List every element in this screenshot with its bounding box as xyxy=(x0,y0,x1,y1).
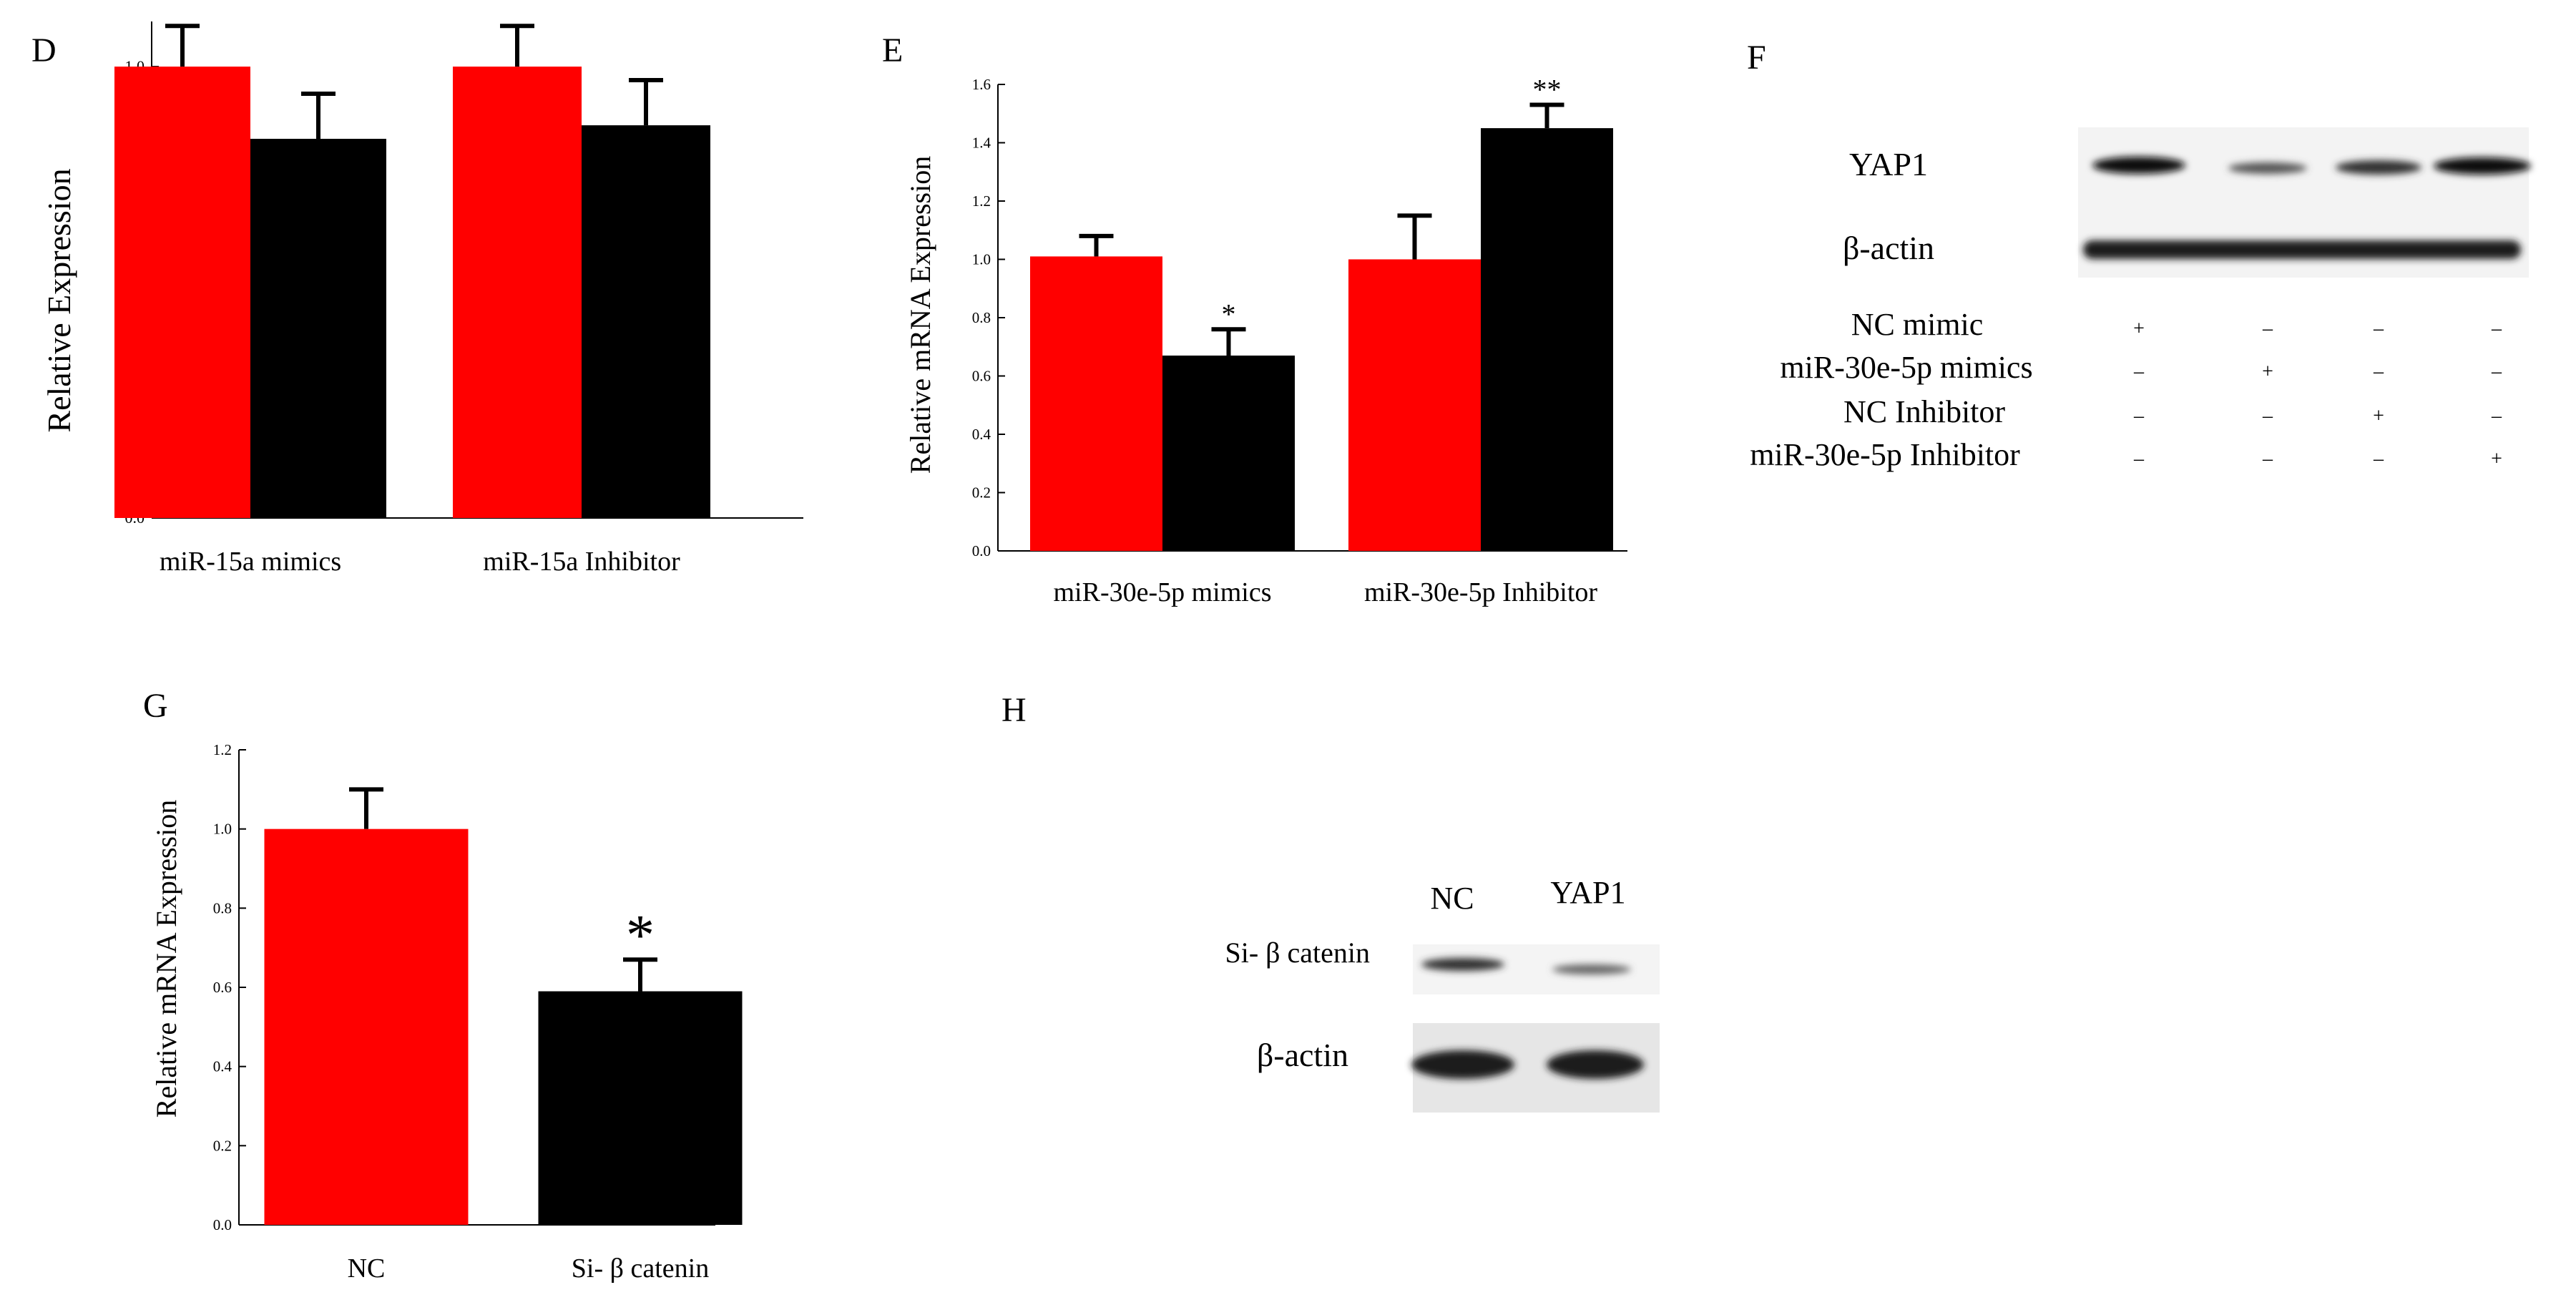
condition-sign: + xyxy=(2133,318,2145,340)
panel-f-conditions: NC mimic + – – – miR-30e-5p mimics – + – – NC Inhi… xyxy=(1750,307,2502,472)
bar xyxy=(538,991,743,1225)
blot-band xyxy=(1547,1050,1644,1079)
panel-e-y-axis-label: Relative mRNA Expression xyxy=(904,156,936,474)
blot-band xyxy=(2434,157,2531,175)
condition-label: NC Inhibitor xyxy=(1843,394,2005,429)
condition-sign: – xyxy=(2133,448,2145,470)
bar xyxy=(582,125,710,519)
panel-f-letter: F xyxy=(1747,39,1766,77)
panel-g-bars: * xyxy=(264,787,743,1225)
condition-label: miR-30e-5p Inhibitor xyxy=(1750,437,2020,472)
panel-d-letter: D xyxy=(31,31,57,69)
significance-label: * xyxy=(1222,298,1236,330)
bar xyxy=(1481,128,1613,551)
condition-sign: – xyxy=(2262,448,2273,470)
panel-f-western-blot: F YAP1 β-actin NC mimic + – – – miR-30e-5p mi… xyxy=(1747,39,2531,472)
panel-h-actin-bands xyxy=(1411,1050,1644,1079)
blot-band xyxy=(1421,958,1504,971)
blot-band xyxy=(1552,964,1631,974)
significance-label: * xyxy=(626,904,655,967)
condition-sign: – xyxy=(2373,361,2384,383)
blot-band xyxy=(1411,1050,1514,1079)
panel-g-x-labels: NC Si- β catenin xyxy=(348,1253,710,1284)
panel-d-y-axis-label: Relative Expression xyxy=(41,168,77,432)
condition-sign: – xyxy=(2262,318,2273,340)
x-category-label: miR-15a mimics xyxy=(160,547,341,577)
panel-e-letter: E xyxy=(882,31,903,69)
panel-d-bars xyxy=(114,24,710,519)
condition-sign: + xyxy=(2491,448,2502,470)
x-category-label: miR-15a Inhibitor xyxy=(483,547,680,577)
condition-sign: + xyxy=(2373,405,2384,427)
condition-label: miR-30e-5p mimics xyxy=(1780,350,2032,385)
significance-label: ** xyxy=(1533,74,1562,106)
y-tick-label: 0.4 xyxy=(213,1058,232,1075)
panel-h-row-label-catenin: Si- β catenin xyxy=(1225,937,1370,969)
x-category-label: miR-30e-5p mimics xyxy=(1053,577,1271,607)
bar xyxy=(1162,355,1295,551)
bar xyxy=(1348,259,1481,551)
bar xyxy=(453,67,582,518)
x-category-label: miR-30e-5p Inhibitor xyxy=(1364,577,1597,607)
condition-sign: – xyxy=(2491,405,2502,427)
panel-f-actin-bands xyxy=(2083,240,2521,259)
blot-band xyxy=(2092,157,2185,174)
y-tick-label: 0.4 xyxy=(972,426,991,443)
condition-sign: – xyxy=(2133,405,2145,427)
panel-e-bars: *** xyxy=(1030,74,1613,551)
blot-band xyxy=(2228,162,2307,174)
bar xyxy=(250,139,386,518)
y-tick-label: 0.2 xyxy=(213,1137,232,1154)
y-tick-label: 0.6 xyxy=(213,979,232,996)
y-tick-label: 0.0 xyxy=(213,1216,232,1233)
condition-sign: + xyxy=(2262,361,2273,383)
condition-sign: – xyxy=(2133,361,2145,383)
panel-g-chart: G Relative mRNA Expression 0.0 0.2 0.4 0.6 0… xyxy=(143,687,743,1284)
panel-h-lane-nc: NC xyxy=(1430,881,1474,916)
y-tick-label: 0.6 xyxy=(972,368,991,385)
condition-sign: – xyxy=(2373,448,2384,470)
y-tick-label: 1.0 xyxy=(972,251,991,268)
condition-sign: – xyxy=(2491,361,2502,383)
panel-h-catenin-bands xyxy=(1421,958,1631,974)
panel-g-letter: G xyxy=(143,687,168,725)
panel-d-chart: D Relative Expression 0.00.51.0 miR-15a … xyxy=(31,21,803,577)
x-category-label: Si- β catenin xyxy=(572,1253,709,1284)
y-tick-label: 1.2 xyxy=(213,741,232,758)
y-tick-label: 1.6 xyxy=(972,76,991,93)
y-tick-label: 0.0 xyxy=(972,542,991,559)
panel-h-letter: H xyxy=(1001,691,1027,729)
blot-band xyxy=(2336,160,2421,175)
condition-label: NC mimic xyxy=(1851,307,1984,342)
panel-g-y-axis-label: Relative mRNA Expression xyxy=(150,800,182,1118)
y-tick-label: 1.2 xyxy=(972,192,991,210)
panel-e-chart: E Relative mRNA Expression 0.0 0.2 0.4 0.6 0… xyxy=(882,31,1627,607)
blot-band xyxy=(2083,240,2521,259)
panel-d-x-labels: miR-15a mimics miR-15a Inhibitor xyxy=(160,547,680,577)
y-tick-label: 1.4 xyxy=(972,135,991,152)
panel-f-yap1-bands xyxy=(2092,157,2531,175)
y-tick-label: 0.8 xyxy=(972,309,991,326)
panel-h-western-blot: H NC YAP1 Si- β catenin β-actin xyxy=(1001,691,1660,1113)
panel-e-x-labels: miR-30e-5p mimics miR-30e-5p Inhibitor xyxy=(1053,577,1597,607)
condition-sign: – xyxy=(2373,318,2384,340)
y-tick-label: 0.8 xyxy=(213,899,232,916)
condition-sign: – xyxy=(2491,318,2502,340)
bar xyxy=(1030,256,1162,551)
bar xyxy=(264,828,469,1225)
panel-h-lane-yap1: YAP1 xyxy=(1550,875,1625,910)
bar xyxy=(114,67,250,518)
condition-sign: – xyxy=(2262,405,2273,427)
y-tick-label: 0.2 xyxy=(972,484,991,502)
panel-f-row-label-yap1: YAP1 xyxy=(1849,146,1928,182)
x-category-label: NC xyxy=(348,1253,386,1284)
panel-h-row-label-actin: β-actin xyxy=(1257,1037,1348,1073)
panel-f-row-label-actin: β-actin xyxy=(1843,230,1934,266)
y-tick-label: 1.0 xyxy=(213,821,232,838)
